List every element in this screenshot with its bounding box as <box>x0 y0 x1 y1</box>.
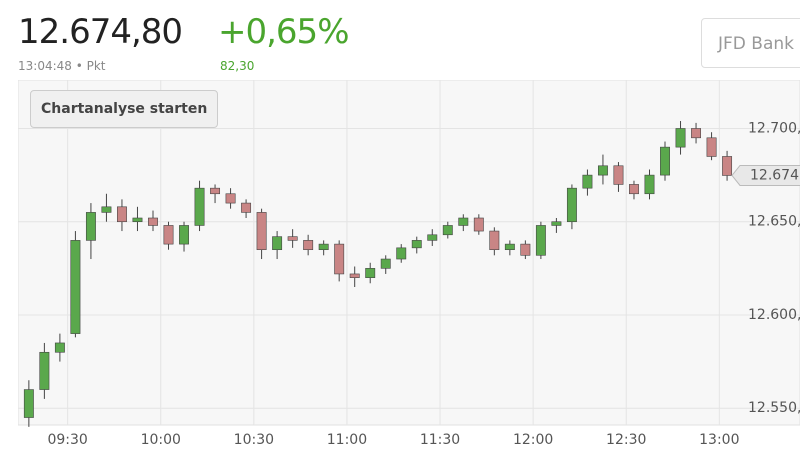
candle-body <box>675 128 686 148</box>
candle-body <box>520 243 531 256</box>
change-abs: 82,30 <box>220 59 255 73</box>
candle-body <box>396 247 407 260</box>
candle-body <box>691 128 701 139</box>
candle-body <box>334 243 345 275</box>
candle-body <box>613 165 624 185</box>
candle-body <box>210 187 221 195</box>
candle-body <box>85 212 96 241</box>
candle-body <box>349 273 360 278</box>
x-tick-label: 11:00 <box>327 432 367 448</box>
x-tick-label: 12:00 <box>513 432 553 448</box>
candle-body <box>23 389 34 418</box>
candle-body <box>380 258 391 269</box>
x-tick-label: 09:30 <box>47 432 87 448</box>
candle-body <box>256 212 267 251</box>
candle-body <box>179 225 189 245</box>
candle-body <box>706 137 717 157</box>
y-tick-label: 12.700,00 <box>748 120 800 136</box>
candle-body <box>597 165 608 176</box>
candle-body <box>194 187 205 226</box>
candle-body <box>722 156 733 176</box>
change-percent: +0,65% <box>218 12 349 52</box>
candle-body <box>504 243 515 251</box>
candle-body <box>318 243 329 251</box>
candle-body <box>365 268 376 278</box>
candle-body <box>287 236 298 241</box>
x-tick-label: 12:30 <box>606 432 646 448</box>
candle-body <box>566 187 577 223</box>
time: 13:04:48 <box>18 59 72 73</box>
candle-body <box>411 240 422 249</box>
unit: Pkt <box>86 59 106 73</box>
candle-body <box>303 240 314 251</box>
candle-body <box>117 206 127 223</box>
y-tick-label: 12.550,00 <box>748 400 800 416</box>
chart: 09:30 10:00 10:30 11:00 11:30 12:00 12:30 13:00… <box>18 80 800 448</box>
y-tick-label: 12.600,00 <box>748 307 800 323</box>
chart-analysis-button[interactable]: Chartanalyse starten <box>30 90 219 128</box>
candle-body <box>442 225 453 236</box>
candle-body <box>489 230 500 251</box>
candle-body <box>101 206 112 213</box>
candle-body <box>54 342 65 353</box>
price: 12.674,80 <box>18 12 183 52</box>
candle-body <box>582 174 593 189</box>
candle-body <box>660 146 670 176</box>
x-tick-label: 10:00 <box>141 432 181 448</box>
candle-body <box>473 217 484 232</box>
candle-body <box>132 217 143 223</box>
plot-area <box>18 80 800 426</box>
candle-body <box>39 351 50 390</box>
subline: 13:04:48 • Pkt <box>18 59 106 73</box>
x-tick-label: 11:30 <box>420 432 460 448</box>
broker-select[interactable]: JFD Bank <box>701 18 800 68</box>
candle-body <box>535 225 546 256</box>
x-tick-label: 10:30 <box>234 432 274 448</box>
candle-body <box>163 225 174 245</box>
x-tick-label: 13:00 <box>699 432 739 448</box>
candle-body <box>225 193 236 204</box>
y-tick-label: 12.650,00 <box>748 214 800 230</box>
candle-body <box>551 221 562 226</box>
candle-body <box>272 236 283 251</box>
price-tag <box>731 164 800 186</box>
candle-body <box>241 202 252 213</box>
candle-body <box>70 240 81 334</box>
candle-body <box>148 217 158 226</box>
candle-body <box>427 234 438 241</box>
candle-body <box>458 217 469 226</box>
candle-body <box>629 184 639 195</box>
price-tag-label: 12.674,80 <box>750 167 800 183</box>
candle-body <box>644 174 655 195</box>
